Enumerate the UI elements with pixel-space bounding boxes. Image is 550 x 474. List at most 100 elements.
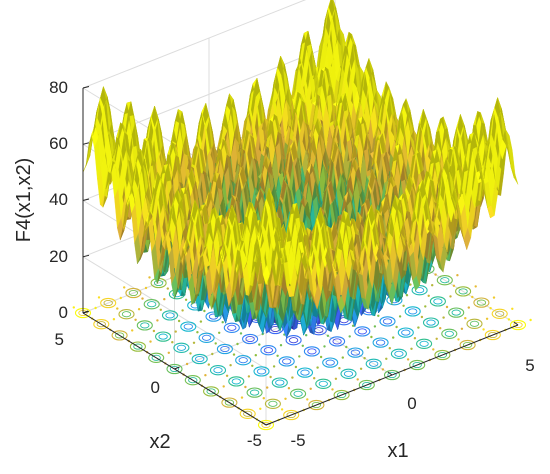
contour-dot xyxy=(116,307,119,310)
contour-dot xyxy=(305,334,308,337)
contour-dot xyxy=(207,363,210,366)
contour-ring-inner xyxy=(195,355,205,363)
contour-ring xyxy=(184,375,201,386)
contour-ring-inner xyxy=(103,299,113,307)
contour-dot xyxy=(112,318,116,321)
contour-ring xyxy=(372,337,389,348)
contour-ring xyxy=(161,310,179,321)
contour-ring xyxy=(235,355,252,366)
contour-ring-inner xyxy=(419,340,429,347)
contour-dot xyxy=(181,309,184,312)
x1-tick-0: 0 xyxy=(407,394,416,413)
surface-mesh xyxy=(82,0,519,339)
contour-ring xyxy=(333,389,350,401)
contour-ring xyxy=(354,326,371,337)
contour-ring-inner xyxy=(488,331,498,339)
contour-dot xyxy=(431,284,434,287)
contour-ring-inner xyxy=(382,318,393,325)
x1-tick-neg5: -5 xyxy=(290,431,305,450)
contour-ring xyxy=(143,299,160,310)
contour-dot xyxy=(319,355,323,359)
contour-dot xyxy=(203,309,206,313)
contour-ring-inner xyxy=(245,335,255,343)
contour-ring xyxy=(283,409,300,421)
contour-ring xyxy=(166,363,183,375)
contour-dot xyxy=(149,340,152,343)
contour-dot xyxy=(464,317,467,320)
x2-axis-label: x2 xyxy=(149,431,170,453)
contour-dot xyxy=(363,357,366,360)
contour-dot xyxy=(214,342,217,345)
contour-dot xyxy=(348,335,351,338)
contour-ring-inner xyxy=(369,360,379,367)
contour-ring xyxy=(347,347,364,358)
contour-ring xyxy=(129,341,146,352)
contour-dot xyxy=(123,286,126,289)
contour-ring xyxy=(155,331,172,342)
contour-ring xyxy=(448,307,465,318)
contour-ring-inner xyxy=(293,390,303,397)
contour-dot xyxy=(94,306,97,310)
contour-dot xyxy=(460,327,464,330)
contour-ring-inner xyxy=(263,347,274,354)
contour-dot xyxy=(167,351,170,354)
contour-ring xyxy=(409,359,426,371)
contour-ring-inner xyxy=(158,333,168,340)
contour-dot xyxy=(229,364,232,367)
contour-dot xyxy=(409,283,412,286)
contour-dot xyxy=(159,308,162,311)
contour-ring xyxy=(253,366,270,377)
contour-ring-inner xyxy=(227,324,237,331)
contour-ring-inner xyxy=(220,345,230,353)
contour-ring xyxy=(434,349,451,361)
contour-dot xyxy=(171,341,174,344)
contour-dot xyxy=(258,343,261,346)
contour-dot xyxy=(467,306,470,309)
contour-dot xyxy=(424,305,427,308)
contour-dot xyxy=(370,335,373,339)
contour-ring xyxy=(136,320,153,331)
contour-dot xyxy=(211,352,214,356)
contour-dot xyxy=(313,377,316,380)
contour-ring xyxy=(260,345,277,356)
contour-ring xyxy=(173,342,190,353)
z-tick-20: 20 xyxy=(49,247,68,266)
contour-dot xyxy=(432,348,435,351)
contour-ring xyxy=(221,397,238,408)
contour-ring xyxy=(365,358,382,369)
contour-dot xyxy=(279,344,283,347)
contour-dot xyxy=(474,285,477,288)
contour-dot xyxy=(395,325,398,329)
contour-ring xyxy=(205,311,222,322)
contour-ring xyxy=(455,286,472,297)
contour-dot xyxy=(272,365,276,368)
contour-dot xyxy=(254,354,257,357)
contour-ring-inner xyxy=(224,399,235,406)
contour-ring xyxy=(441,328,458,339)
contour-dot xyxy=(402,304,405,307)
contour-ring xyxy=(290,388,307,399)
contour-ring xyxy=(180,321,197,332)
contour-ring-inner xyxy=(268,400,278,407)
contour-ring-inner xyxy=(350,349,361,356)
contour-ring-inner xyxy=(437,351,448,359)
contour-ring xyxy=(473,297,490,308)
contour-dot xyxy=(141,297,144,300)
contour-ring xyxy=(422,317,440,328)
contour-ring-inner xyxy=(96,321,106,328)
contour-ring-inner xyxy=(325,359,335,366)
contour-dot xyxy=(306,398,309,401)
contour-dot xyxy=(406,358,410,361)
contour-dot xyxy=(240,396,244,399)
contour-dot xyxy=(72,306,76,309)
contour-dot xyxy=(196,331,199,334)
contour-ring-inner xyxy=(495,310,505,317)
contour-ring-inner xyxy=(362,381,372,389)
contour-ring xyxy=(315,378,332,389)
contour-ring-inner xyxy=(261,421,271,429)
contour-ring-inner xyxy=(243,410,253,417)
contour-ring xyxy=(93,319,110,330)
contour-dot xyxy=(341,356,344,359)
contour-ring xyxy=(228,376,245,387)
